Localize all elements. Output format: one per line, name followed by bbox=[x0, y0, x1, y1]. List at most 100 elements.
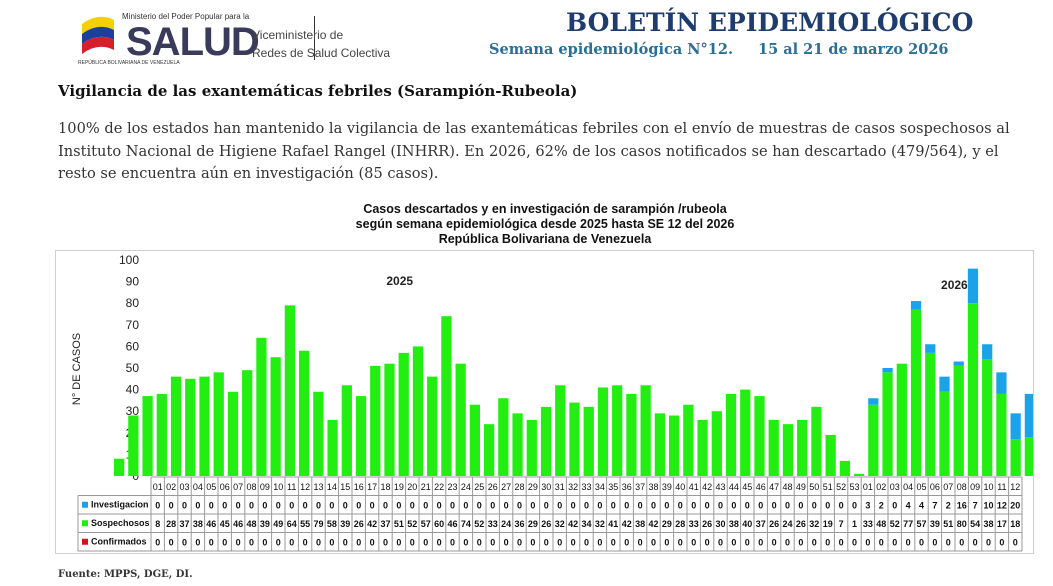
data-value: 24 bbox=[501, 519, 511, 529]
chart-title-line-3: República Bolivariana de Venezuela bbox=[438, 232, 652, 246]
x-tick-label: 48 bbox=[782, 482, 792, 492]
bar-investigacion bbox=[1024, 393, 1033, 438]
data-value: 0 bbox=[959, 538, 964, 548]
data-value: 0 bbox=[745, 538, 750, 548]
data-value: 2 bbox=[946, 501, 951, 511]
data-value: 0 bbox=[423, 538, 428, 548]
data-value: 7 bbox=[932, 501, 937, 511]
data-value: 0 bbox=[504, 501, 509, 511]
x-tick-label: 14 bbox=[327, 482, 337, 492]
data-value: 0 bbox=[906, 538, 911, 548]
data-value: 0 bbox=[316, 501, 321, 511]
bar-sospechosos bbox=[455, 363, 466, 476]
data-value: 16 bbox=[957, 501, 967, 511]
data-value: 36 bbox=[514, 519, 524, 529]
x-tick-label: 19 bbox=[394, 482, 404, 492]
data-value: 0 bbox=[544, 538, 549, 548]
legend-swatch bbox=[82, 501, 88, 508]
data-value: 0 bbox=[490, 501, 495, 511]
data-value: 33 bbox=[689, 519, 699, 529]
data-value: 0 bbox=[611, 538, 616, 548]
data-value: 0 bbox=[504, 538, 509, 548]
data-value: 0 bbox=[450, 501, 455, 511]
bar-sospechosos bbox=[768, 419, 779, 476]
chart-title-line-2: según semana epidemiológica desde 2025 h… bbox=[355, 217, 735, 231]
ministry-logo: Ministerio del Poder Popular para la SAL… bbox=[78, 10, 390, 66]
x-tick-label: 33 bbox=[581, 482, 591, 492]
data-value: 60 bbox=[434, 519, 444, 529]
bar-sospechosos bbox=[256, 337, 267, 476]
bar-sospechosos bbox=[725, 393, 737, 476]
bar-sospechosos bbox=[512, 413, 523, 476]
data-value: 0 bbox=[276, 538, 281, 548]
bar-sospechosos bbox=[170, 376, 182, 476]
data-value: 0 bbox=[477, 538, 482, 548]
x-tick-label: 01 bbox=[863, 482, 873, 492]
data-value: 0 bbox=[624, 501, 629, 511]
data-value: 0 bbox=[209, 538, 214, 548]
data-value: 0 bbox=[370, 538, 375, 548]
data-value: 0 bbox=[678, 538, 683, 548]
x-tick-label: 31 bbox=[555, 482, 565, 492]
x-tick-label: 22 bbox=[434, 482, 444, 492]
data-value: 0 bbox=[249, 538, 254, 548]
data-value: 0 bbox=[812, 538, 817, 548]
data-value: 29 bbox=[528, 519, 538, 529]
data-value: 77 bbox=[903, 519, 913, 529]
bar-investigacion bbox=[910, 301, 922, 310]
logo-divider bbox=[314, 16, 315, 60]
x-tick-label: 27 bbox=[501, 482, 511, 492]
x-tick-label: 09 bbox=[260, 482, 270, 492]
data-value: 38 bbox=[635, 519, 645, 529]
data-value: 0 bbox=[839, 501, 844, 511]
data-value: 29 bbox=[662, 519, 672, 529]
data-value: 0 bbox=[396, 538, 401, 548]
y-tick-label: 100 bbox=[119, 253, 139, 267]
data-value: 26 bbox=[354, 519, 364, 529]
data-value: 0 bbox=[303, 501, 308, 511]
data-value: 39 bbox=[930, 519, 940, 529]
data-value: 0 bbox=[463, 501, 468, 511]
section-paragraph: 100% de los estados han mantenido la vig… bbox=[58, 120, 1010, 182]
data-value: 0 bbox=[490, 538, 495, 548]
x-tick-label: 35 bbox=[608, 482, 618, 492]
section-title: Vigilancia de las exantemáticas febriles… bbox=[58, 82, 578, 100]
data-value: 0 bbox=[638, 501, 643, 511]
data-value: 0 bbox=[839, 538, 844, 548]
data-value: 12 bbox=[997, 501, 1007, 511]
data-value: 46 bbox=[447, 519, 457, 529]
x-tick-label: 05 bbox=[916, 482, 926, 492]
data-value: 0 bbox=[986, 538, 991, 548]
data-value: 0 bbox=[530, 538, 535, 548]
data-value: 49 bbox=[273, 519, 283, 529]
data-value: 0 bbox=[772, 538, 777, 548]
bar-sospechosos bbox=[384, 363, 395, 476]
y-tick-label: 70 bbox=[126, 318, 140, 332]
bar-sospechosos bbox=[370, 365, 381, 476]
venezuela-flag-icon bbox=[82, 16, 114, 54]
week-dates: 15 al 21 de marzo 2026 bbox=[758, 41, 949, 58]
bar-sospechosos bbox=[839, 460, 851, 476]
bar-sospechosos bbox=[811, 406, 822, 476]
data-value: 0 bbox=[410, 501, 415, 511]
data-value: 4 bbox=[906, 501, 911, 511]
x-tick-label: 02 bbox=[166, 482, 176, 492]
data-value: 30 bbox=[715, 519, 725, 529]
data-value: 45 bbox=[220, 519, 230, 529]
data-value: 41 bbox=[608, 519, 618, 529]
data-value: 0 bbox=[182, 538, 187, 548]
data-value: 4 bbox=[919, 501, 924, 511]
data-value: 46 bbox=[206, 519, 216, 529]
data-value: 0 bbox=[758, 501, 763, 511]
data-value: 51 bbox=[943, 519, 953, 529]
data-value: 34 bbox=[581, 519, 591, 529]
data-value: 26 bbox=[541, 519, 551, 529]
data-value: 7 bbox=[973, 501, 978, 511]
data-value: 0 bbox=[222, 501, 227, 511]
data-value: 0 bbox=[370, 501, 375, 511]
data-value: 0 bbox=[463, 538, 468, 548]
x-tick-label: 45 bbox=[742, 482, 752, 492]
data-value: 0 bbox=[718, 501, 723, 511]
data-value: 28 bbox=[675, 519, 685, 529]
data-value: 0 bbox=[450, 538, 455, 548]
